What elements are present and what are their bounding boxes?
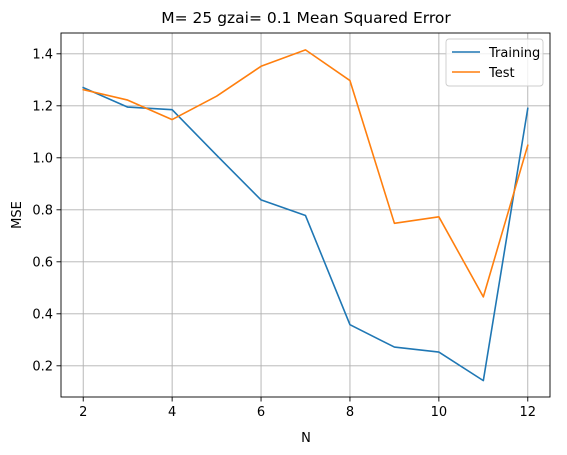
x-axis-label: N (301, 431, 311, 446)
x-tick-label: 4 (168, 405, 176, 420)
legend-box (445, 38, 544, 87)
series-line-training (82, 86, 529, 382)
y-tick-label: 0.8 (32, 203, 53, 218)
legend: Training Test (445, 38, 544, 87)
y-tick-label: 0.6 (32, 255, 53, 270)
chart-title: M= 25 gzai= 0.1 Mean Squared Error (161, 9, 451, 27)
y-axis-label: MSE (10, 201, 25, 229)
x-tick-label: 8 (346, 405, 354, 420)
y-tick-label: 0.4 (32, 307, 53, 322)
plot-frame (60, 32, 551, 398)
legend-items: Training Test (452, 46, 540, 81)
series-line-test (82, 49, 529, 298)
grid-lines (61, 33, 550, 397)
x-tick-label: 6 (257, 405, 265, 420)
plot-area: 2 4 6 8 10 12 0.2 0.4 0.6 0.8 1.0 1.2 1.4 (32, 32, 551, 420)
y-tick-label: 1.2 (32, 99, 53, 114)
legend-label-test: Test (488, 66, 515, 81)
legend-label-training: Training (488, 46, 540, 61)
y-axis-ticks: 0.2 0.4 0.6 0.8 1.0 1.2 1.4 (32, 47, 61, 374)
x-tick-label: 12 (519, 405, 536, 420)
y-tick-label: 0.2 (32, 359, 53, 374)
y-tick-label: 1.0 (32, 151, 53, 166)
x-axis-ticks: 2 4 6 8 10 12 (79, 397, 536, 420)
x-tick-label: 10 (431, 405, 448, 420)
x-tick-label: 2 (79, 405, 87, 420)
series-layer (82, 49, 529, 382)
y-tick-label: 1.4 (32, 47, 53, 62)
